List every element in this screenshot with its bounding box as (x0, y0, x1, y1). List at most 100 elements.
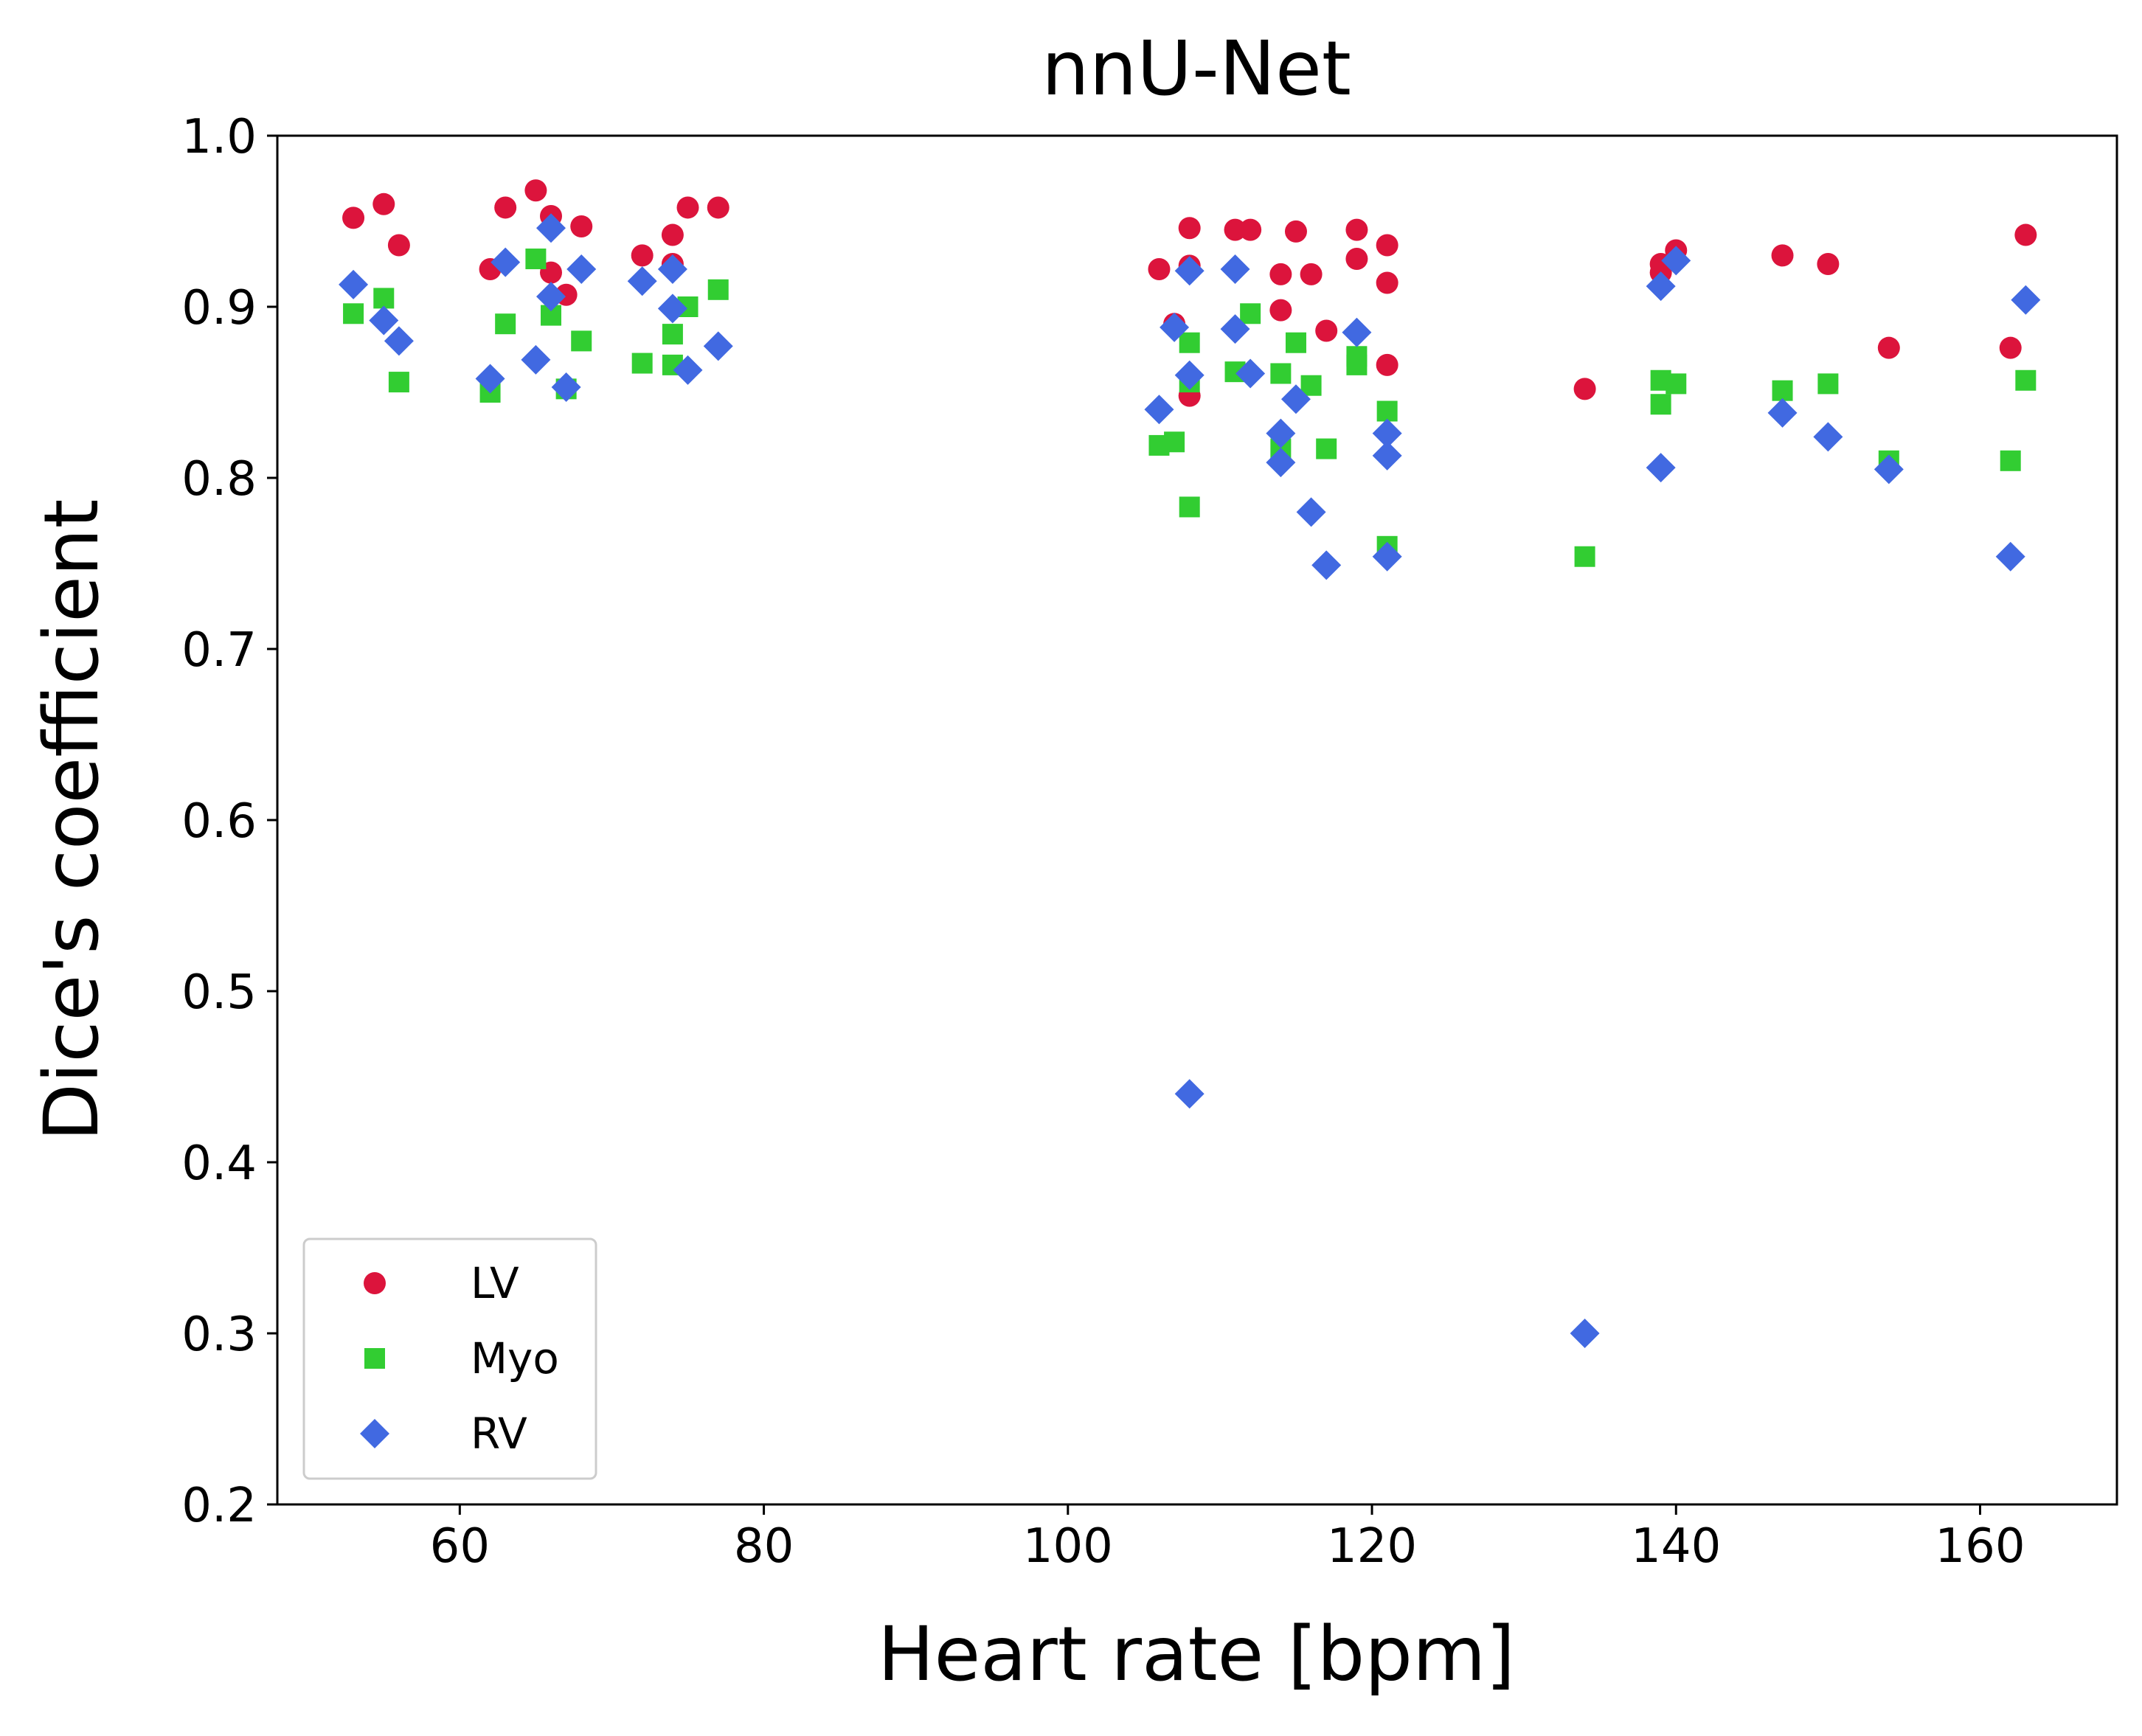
data-point-myo (662, 324, 683, 345)
data-point-rv (384, 326, 414, 356)
data-point-rv (1235, 358, 1266, 389)
data-point-rv (1813, 422, 1843, 452)
data-point-myo (571, 330, 592, 352)
y-tick-label: 1.0 (181, 110, 257, 164)
legend-label-rv: RV (471, 1409, 527, 1459)
data-point-rv (657, 254, 687, 284)
data-point-lv (707, 196, 729, 219)
legend-marker-rv (360, 1419, 389, 1448)
data-point-rv (369, 305, 399, 336)
data-point-rv (536, 213, 566, 243)
data-point-myo (1179, 496, 1200, 518)
data-point-myo (343, 303, 364, 324)
data-point-lv (676, 196, 699, 219)
data-point-rv (1995, 541, 2025, 572)
x-tick-label: 140 (1631, 1519, 1721, 1574)
data-point-rv (1174, 360, 1205, 390)
x-tick-label: 60 (430, 1519, 490, 1574)
series-rv (339, 213, 2041, 1348)
legend-label-myo: Myo (471, 1333, 559, 1383)
data-point-rv (1661, 246, 1691, 276)
y-tick-label: 0.6 (181, 794, 257, 849)
data-point-rv (521, 344, 551, 375)
data-point-lv (1376, 353, 1398, 376)
y-tick-label: 0.5 (181, 965, 257, 1020)
data-point-lv (1376, 271, 1398, 294)
data-point-rv (1570, 1319, 1600, 1348)
data-point-myo (631, 353, 653, 374)
data-point-myo (2015, 369, 2037, 391)
data-point-myo (388, 372, 409, 393)
data-point-lv (1573, 378, 1596, 400)
data-point-myo (2000, 450, 2021, 471)
data-point-rv (1296, 497, 1326, 527)
y-axis: 0.2 0.3 0.4 0.5 0.6 0.7 0.8 0.9 1.0 (181, 110, 277, 1533)
data-point-lv (1771, 244, 1794, 267)
y-tick-label: 0.3 (181, 1308, 257, 1362)
chart-title: nnU-Net (1041, 25, 1351, 113)
data-point-rv (1160, 312, 1190, 342)
data-point-rv (1372, 541, 1402, 572)
data-point-lv (1999, 336, 2022, 359)
x-axis-label: Heart rate [bpm] (878, 1611, 1515, 1698)
data-point-myo (1772, 380, 1793, 401)
data-point-lv (1148, 257, 1171, 280)
data-point-rv (703, 331, 733, 361)
data-point-rv (1144, 395, 1174, 425)
data-point-myo (1346, 354, 1368, 375)
y-tick-label: 0.7 (181, 623, 257, 678)
data-point-rv (551, 372, 581, 403)
x-tick-label: 100 (1023, 1519, 1113, 1574)
data-point-myo (1817, 373, 1839, 395)
y-axis-label: Dice's coefficient (28, 499, 116, 1142)
data-point-rv (475, 364, 505, 394)
data-point-lv (524, 179, 547, 202)
x-tick-label: 120 (1327, 1519, 1417, 1574)
data-point-lv (1284, 220, 1307, 243)
x-tick-label: 160 (1935, 1519, 2025, 1574)
data-point-myo (1164, 431, 1185, 453)
data-point-rv (536, 282, 566, 312)
legend-frame (302, 1237, 597, 1480)
data-point-rv (1372, 440, 1402, 471)
data-point-myo (373, 288, 395, 309)
legend-marker-myo (364, 1348, 385, 1369)
data-point-rv (566, 254, 597, 284)
data-point-rv (1280, 384, 1311, 414)
data-point-rv (491, 247, 521, 277)
data-point-rv (1174, 1079, 1205, 1109)
y-tick-label: 0.2 (181, 1479, 257, 1533)
data-point-rv (1874, 454, 1904, 485)
data-point-rv (1767, 397, 1798, 428)
data-point-rv (673, 355, 703, 385)
data-point-myo (1574, 546, 1595, 567)
data-point-myo (495, 313, 516, 335)
x-tick-label: 80 (734, 1519, 794, 1574)
data-point-myo (1376, 400, 1398, 422)
data-point-rv (2011, 285, 2041, 315)
data-point-myo (1316, 438, 1337, 459)
data-point-lv (1877, 336, 1900, 359)
data-point-rv (1266, 448, 1296, 478)
data-point-lv (1269, 263, 1292, 285)
x-axis: 60 80 100 120 140 160 (430, 1504, 2025, 1574)
data-point-myo (1179, 332, 1200, 353)
data-point-lv (1345, 218, 1368, 241)
data-point-rv (339, 269, 369, 299)
data-point-rv (1646, 453, 1676, 483)
y-tick-label: 0.4 (181, 1136, 257, 1191)
data-point-rv (627, 266, 657, 296)
data-point-lv (1345, 248, 1368, 271)
y-tick-label: 0.8 (181, 452, 257, 507)
data-point-lv (1239, 218, 1262, 241)
data-point-rv (1342, 317, 1372, 347)
data-point-lv (1269, 299, 1292, 322)
data-point-myo (1285, 332, 1306, 353)
y-tick-label: 0.9 (181, 281, 257, 336)
data-point-myo (525, 249, 547, 270)
legend: LV Myo RV (302, 1237, 597, 1480)
data-point-myo (1300, 375, 1322, 396)
data-point-lv (372, 192, 395, 215)
data-point-lv (387, 234, 410, 257)
